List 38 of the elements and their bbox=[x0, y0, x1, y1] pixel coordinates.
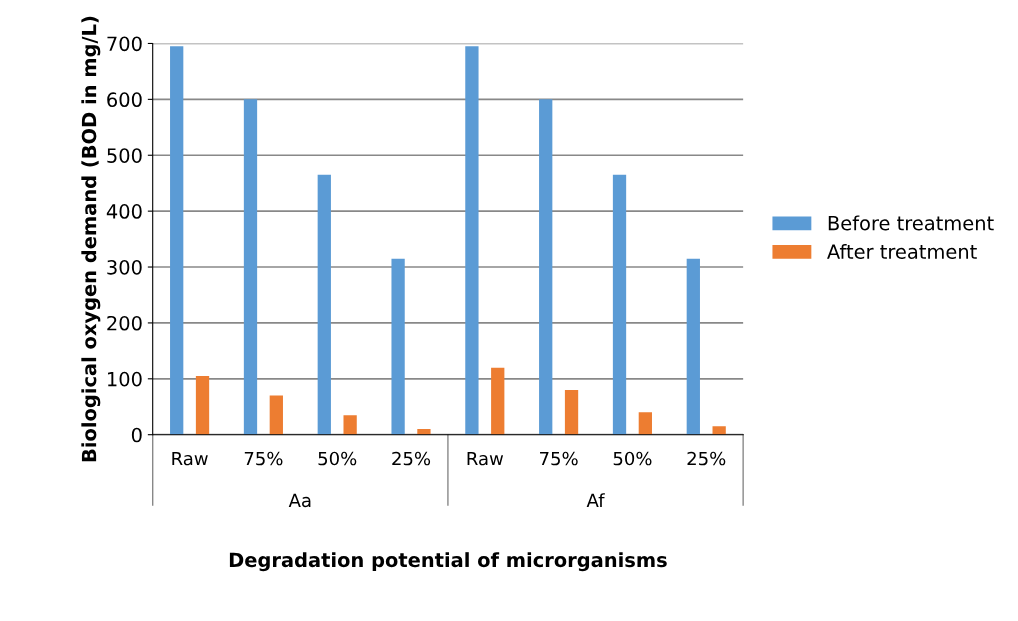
x-tick-label: 50% bbox=[318, 451, 357, 466]
x-tick-label: 25% bbox=[687, 451, 726, 466]
bar bbox=[317, 174, 331, 435]
x-tick-label: Raw bbox=[467, 451, 504, 466]
bar bbox=[343, 415, 357, 435]
y-tick-label: 400 bbox=[106, 204, 142, 219]
y-tick-label: 700 bbox=[107, 36, 142, 52]
y-tick-label: 300 bbox=[107, 259, 142, 275]
bar bbox=[170, 46, 184, 435]
bar bbox=[243, 99, 258, 435]
text: Aa bbox=[288, 493, 311, 508]
y-tick-label: 100 bbox=[108, 371, 142, 387]
bar bbox=[195, 376, 210, 435]
legend-label: Before treatment bbox=[828, 215, 994, 231]
text: Af bbox=[586, 493, 605, 507]
bar bbox=[539, 99, 553, 435]
bar bbox=[465, 46, 479, 435]
x-tick-label: 25% bbox=[392, 451, 431, 466]
bar bbox=[491, 367, 505, 435]
bar bbox=[417, 429, 431, 435]
x-axis-title: Degradation potential of microrganisms bbox=[229, 552, 667, 572]
bar bbox=[612, 174, 627, 435]
bar bbox=[391, 258, 405, 435]
bar bbox=[638, 412, 652, 435]
x-tick-label: 75% bbox=[244, 451, 283, 466]
x-tick-label: 75% bbox=[540, 451, 578, 466]
y-tick-label: 200 bbox=[107, 315, 142, 331]
bar bbox=[712, 426, 726, 435]
bar bbox=[564, 389, 579, 435]
bar bbox=[269, 395, 283, 435]
y-tick-label: 0 bbox=[131, 427, 142, 443]
bar bbox=[686, 258, 700, 435]
y-tick-label: 600 bbox=[107, 92, 142, 108]
x-tick-label: Raw bbox=[172, 451, 208, 466]
legend-label: After treatment bbox=[827, 243, 977, 259]
y-axis-title: Biological oxygen demand (BOD in mg/L) bbox=[81, 16, 101, 462]
y-tick-label: 500 bbox=[107, 148, 142, 163]
x-tick-label: 50% bbox=[613, 451, 652, 466]
